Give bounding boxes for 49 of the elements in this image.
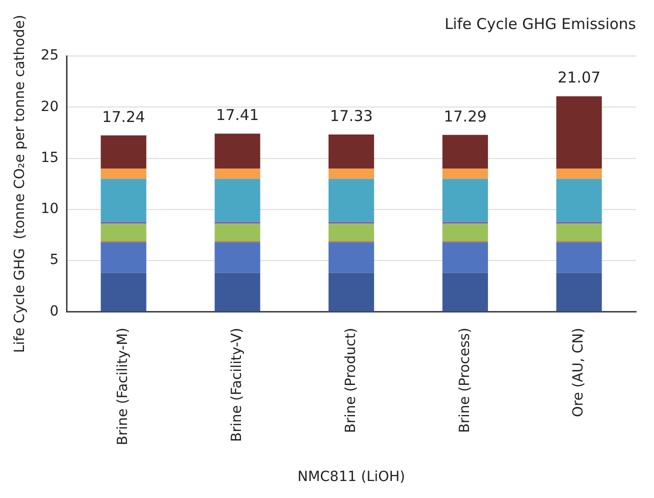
- bar: [442, 242, 488, 273]
- x-tick-label: Ore (AU, CN): [570, 328, 587, 418]
- chart-title: Life Cycle GHG Emissions: [444, 14, 636, 33]
- x-axis-title: NMC811 (LiOH): [297, 469, 406, 486]
- bar: [556, 224, 602, 242]
- y-axis-title: Life Cycle GHG (tonne CO₂e per tonne cathode): [12, 14, 28, 353]
- bar: [442, 224, 488, 242]
- bar: [442, 272, 488, 312]
- bar: [214, 242, 260, 273]
- bar: [214, 134, 260, 169]
- bar: [100, 168, 146, 179]
- bar: [328, 178, 374, 222]
- x-tick-label: Brine (Facility-M): [115, 328, 132, 446]
- total-label: 17.24: [102, 108, 146, 126]
- bar: [556, 96, 602, 169]
- bar: [100, 242, 146, 273]
- bar: [328, 242, 374, 273]
- bar: [328, 272, 374, 312]
- y-tick-label: 15: [40, 150, 59, 166]
- bar: [100, 135, 146, 169]
- total-label: 17.33: [330, 106, 373, 125]
- bar: [214, 224, 260, 242]
- bar: [442, 168, 488, 179]
- total-label: 21.07: [558, 68, 601, 87]
- bar: [100, 272, 146, 312]
- bar: [442, 134, 488, 169]
- bar: [556, 272, 602, 312]
- total-label: 17.29: [444, 107, 487, 126]
- x-tick-label: Brine (Facility-V): [229, 328, 246, 442]
- y-tick-label: 5: [50, 252, 59, 268]
- x-tick-label: Brine (Product): [342, 328, 359, 433]
- bar: [100, 224, 146, 242]
- bar: [556, 178, 602, 222]
- y-tick-label: 10: [40, 201, 59, 218]
- x-tick-label: Brine (Process): [456, 328, 473, 433]
- bar: [328, 168, 374, 179]
- bar: [214, 272, 260, 312]
- y-tick-label: 25: [40, 48, 59, 64]
- bar: [328, 134, 374, 169]
- bar: [100, 178, 146, 222]
- y-tick-label: 0: [50, 303, 59, 320]
- bar: [328, 224, 374, 242]
- bar: [556, 168, 602, 179]
- bar: [556, 242, 602, 273]
- total-label: 17.41: [216, 106, 259, 124]
- bar: [214, 178, 260, 222]
- bar: [214, 168, 260, 179]
- y-tick-label: 20: [40, 98, 59, 115]
- bar: [442, 178, 488, 222]
